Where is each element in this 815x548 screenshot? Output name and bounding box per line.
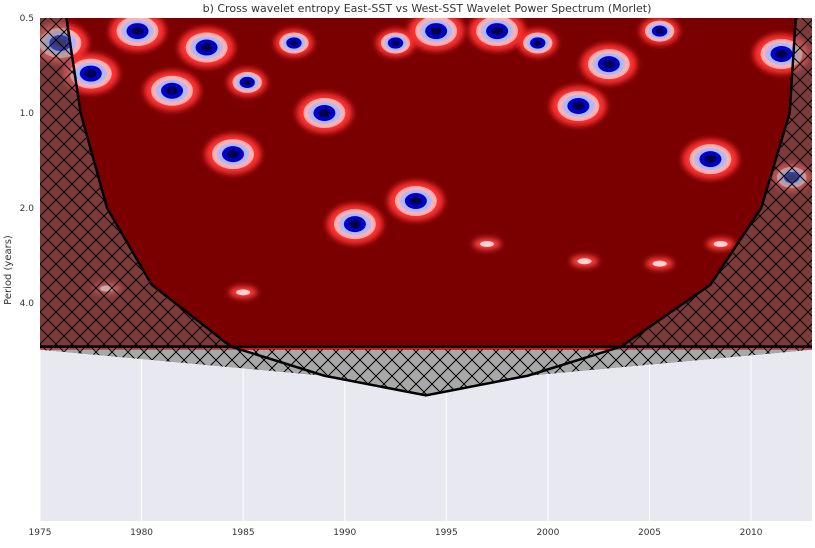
power-blob [580,44,637,85]
power-blob [375,28,416,57]
power-blob [518,28,558,57]
power-blob [144,70,201,111]
power-blob [326,204,383,245]
y-tick-label: 4.0 [20,299,35,309]
power-blob [205,134,261,175]
x-tick-label: 1990 [333,528,356,538]
power-blob [469,18,526,52]
y-axis-label: Period (years) [3,235,14,305]
axes: 1975 1980 1985 1990 1995 2000 2005 2010 0.5 1.0 2.… [20,14,763,538]
y-tick-label: 0.5 [20,14,34,24]
power-blob [408,18,465,52]
power-blob [570,255,599,268]
x-tick-label: 2000 [536,528,559,538]
chart-title: b) Cross wavelet entropy East-SST vs Wes… [203,2,652,15]
power-blob [274,28,314,57]
power-blob [178,27,235,68]
power-blob [550,85,607,126]
coi-lower-hatch [40,349,812,396]
power-blob [227,68,267,97]
y-tick-label: 1.0 [20,109,35,119]
power-blob [472,237,501,250]
x-tick-label: 2010 [740,528,763,538]
y-tick-label: 2.0 [20,204,35,214]
power-blob [296,93,353,133]
power-blob [229,286,258,299]
power-blob [706,237,735,250]
x-tick-label: 1980 [130,528,153,538]
x-tick-label: 1995 [435,528,458,538]
power-blob [682,139,739,180]
power-blob [109,18,166,52]
x-tick-label: 1975 [29,528,52,538]
coi-outside-blank [40,349,812,521]
x-tick-label: 2005 [638,528,661,538]
coi-line [65,18,797,397]
power-blob [645,257,674,270]
cone-of-influence [40,18,812,521]
power-blob [387,180,444,221]
x-tick-label: 1985 [232,528,255,538]
power-blob [640,18,680,46]
